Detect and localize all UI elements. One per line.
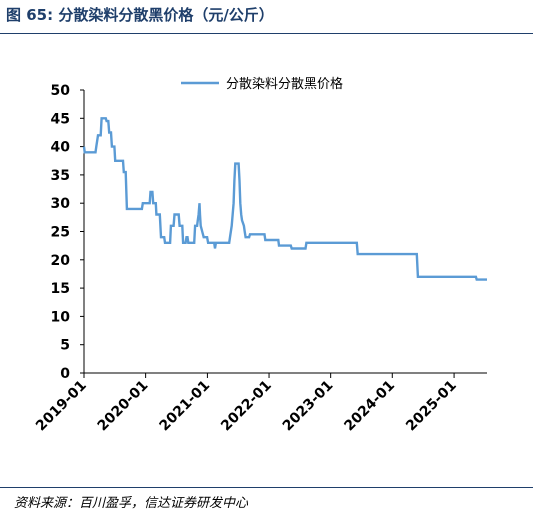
y-tick-label: 10 — [51, 309, 71, 325]
price-series-line — [82, 117, 487, 281]
y-tick-label: 25 — [51, 225, 70, 241]
legend-label: 分散染料分散黑价格 — [226, 76, 343, 92]
y-tick-label: 50 — [51, 83, 71, 99]
y-tick-label: 20 — [51, 253, 71, 269]
x-tick-label: 2023-01 — [280, 378, 337, 435]
x-tick-label: 2025-01 — [403, 378, 460, 435]
source-note: 资料来源：百川盈孚，信达证券研发中心 — [14, 496, 249, 511]
x-tick-label: 2019-01 — [33, 378, 90, 435]
x-tick-label: 2021-01 — [156, 378, 213, 435]
y-tick-label: 15 — [51, 281, 70, 297]
x-tick-label: 2022-01 — [218, 378, 275, 435]
x-tick-label: 2024-01 — [341, 378, 398, 435]
x-tick-label: 2020-01 — [95, 378, 152, 435]
y-tick-label: 0 — [60, 366, 70, 382]
y-tick-label: 30 — [51, 196, 71, 212]
y-tick-label: 40 — [51, 140, 71, 156]
y-tick-label: 5 — [60, 338, 70, 354]
y-tick-label: 35 — [51, 168, 70, 184]
source-rule — [0, 487, 533, 488]
y-tick-label: 45 — [51, 111, 70, 127]
title-rule — [0, 33, 533, 34]
figure-title: 图 65: 分散染料分散黑价格（元/公斤） — [6, 6, 274, 24]
price-line-chart: 0 5 10 15 20 25 30 35 40 45 50 2019-01 2020-01 2021-0… — [33, 76, 487, 435]
